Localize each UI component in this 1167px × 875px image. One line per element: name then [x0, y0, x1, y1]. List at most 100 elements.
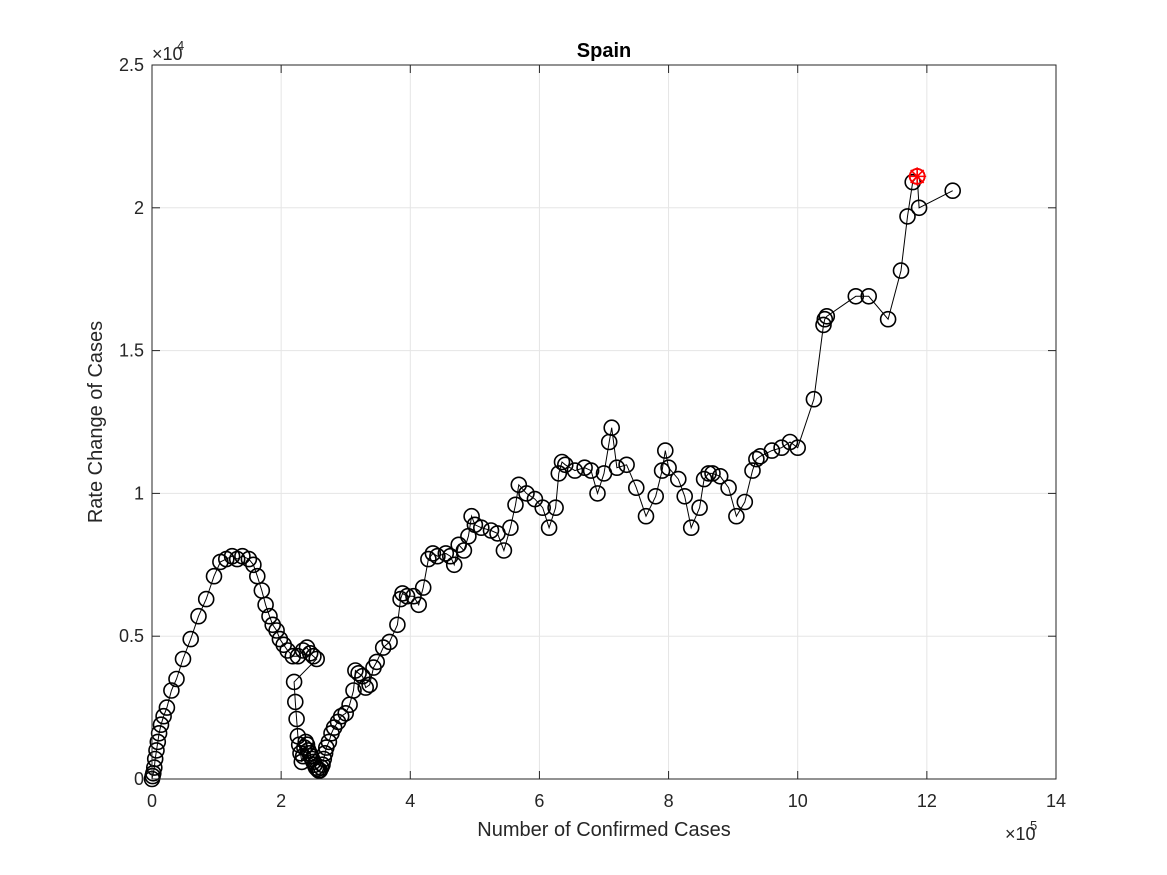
- data-point: [550, 465, 568, 482]
- data-point: [146, 759, 163, 776]
- x-multiplier-base: ×10: [1005, 824, 1036, 844]
- data-point: [773, 439, 790, 457]
- data-point: [704, 465, 721, 482]
- data-point: [463, 507, 480, 525]
- x-tick-label: 14: [1046, 791, 1066, 811]
- data-point: [389, 616, 406, 634]
- data-point: [158, 699, 176, 716]
- data-point: [245, 556, 262, 574]
- data-point: [540, 519, 558, 537]
- data-point: [711, 467, 729, 485]
- data-point: [534, 499, 552, 517]
- data-point: [257, 596, 274, 614]
- data-point: [374, 639, 392, 656]
- data-point: [744, 462, 761, 479]
- y-axis-ticks: 0 0.5 1 1.5 2 2.5: [119, 55, 1056, 789]
- data-point: [695, 470, 713, 488]
- data-point: [728, 507, 745, 525]
- data-point: [149, 733, 167, 751]
- highlight-star-stroke: [910, 169, 925, 184]
- data-point: [240, 550, 258, 568]
- x-tick-label: 8: [664, 791, 674, 811]
- data-point: [660, 459, 677, 477]
- data-point: [589, 485, 606, 502]
- x-multiplier-exponent: 5: [1030, 818, 1037, 833]
- chart-title: Spain: [577, 40, 631, 62]
- x-tick-label: 2: [276, 791, 286, 811]
- data-point: [148, 742, 165, 759]
- data-point: [603, 419, 621, 437]
- data-point: [618, 456, 635, 474]
- data-point: [441, 547, 459, 565]
- data-point: [174, 650, 192, 668]
- data-point: [720, 479, 737, 497]
- x-tick-label: 10: [788, 791, 808, 811]
- data-point: [424, 545, 442, 562]
- data-point: [437, 545, 455, 562]
- y-tick-label: 0: [134, 769, 144, 789]
- data-point: [288, 710, 305, 728]
- data-point: [656, 442, 674, 459]
- data-point: [305, 647, 322, 665]
- data-point: [308, 650, 326, 668]
- x-tick-label: 4: [405, 791, 415, 811]
- data-point: [691, 499, 708, 517]
- data-point: [332, 707, 350, 725]
- data-point: [314, 756, 331, 774]
- data-point: [414, 579, 432, 596]
- data-point: [298, 736, 316, 754]
- y-tick-label: 2.5: [119, 55, 144, 75]
- data-point: [748, 450, 765, 468]
- data-point: [879, 310, 897, 328]
- data-point: [294, 642, 312, 659]
- data-point: [637, 507, 655, 525]
- data-point: [350, 664, 367, 682]
- data-point: [168, 670, 185, 688]
- data-point: [547, 499, 564, 517]
- data-point: [815, 316, 832, 334]
- y-axis-multiplier: ×10 4: [152, 38, 184, 64]
- series-line: [151, 175, 953, 780]
- data-point: [669, 470, 687, 488]
- data-point: [507, 496, 524, 514]
- data-point: [736, 493, 754, 511]
- data-point: [146, 750, 164, 768]
- data-point: [420, 550, 437, 568]
- data-point: [163, 682, 180, 699]
- data-point: [337, 704, 355, 722]
- data-point: [944, 182, 962, 199]
- data-point: [763, 442, 781, 459]
- data-point: [582, 462, 600, 479]
- y-multiplier-exponent: 4: [177, 38, 184, 53]
- data-point: [899, 208, 916, 225]
- data-point: [357, 679, 375, 696]
- data-point: [518, 485, 535, 502]
- data-point: [284, 647, 302, 665]
- data-point: [398, 587, 416, 605]
- data-point: [700, 465, 717, 482]
- data-point: [152, 716, 170, 734]
- x-axis-ticks: 0 2 4 6 8 10 12 14: [147, 65, 1066, 811]
- data-point: [190, 607, 207, 625]
- data-point: [805, 390, 823, 408]
- data-point: [676, 487, 694, 505]
- data-point: [556, 456, 574, 474]
- data-point: [285, 673, 303, 691]
- data-point: [381, 633, 398, 651]
- data-point: [847, 287, 865, 305]
- data-point: [261, 607, 278, 625]
- highlight-marker: [908, 167, 927, 186]
- data-point: [818, 307, 836, 325]
- x-tick-label: 12: [917, 791, 937, 811]
- data-point: [445, 556, 463, 574]
- x-tick-label: 0: [147, 791, 157, 811]
- y-tick-label: 2: [134, 198, 144, 218]
- x-axis-label: Number of Confirmed Cases: [477, 819, 730, 841]
- data-point: [368, 653, 386, 671]
- data-point: [816, 310, 834, 328]
- data-point: [405, 587, 422, 605]
- data-point: [361, 676, 378, 694]
- data-point: [345, 682, 362, 699]
- x-axis-multiplier: ×10 5: [1005, 818, 1037, 844]
